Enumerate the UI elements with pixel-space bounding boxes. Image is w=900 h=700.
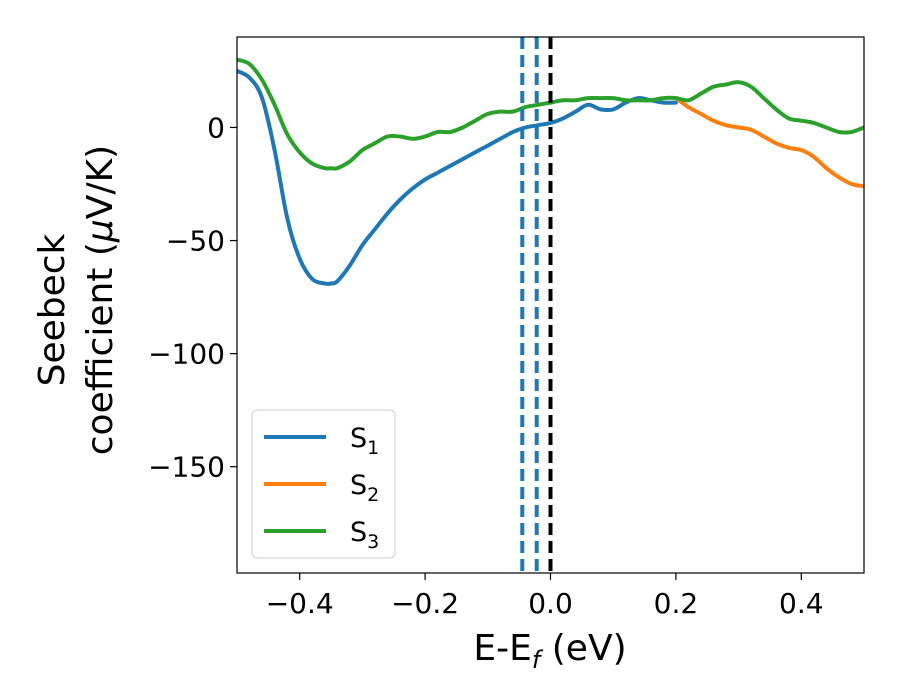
- series-layer: [237, 57, 864, 286]
- legend-item-s2: S2: [264, 470, 379, 506]
- y-tick-label: −100: [148, 338, 225, 371]
- series-line-s2: [673, 96, 864, 189]
- y-tick-label: −150: [148, 451, 225, 484]
- legend-item-s1: S1: [264, 423, 379, 459]
- x-tick-label: 0.4: [779, 587, 824, 620]
- y-tick-label: 0: [207, 111, 225, 144]
- y-axis-title-line1: Seebeck: [32, 233, 73, 386]
- x-tick-label: 0.2: [654, 587, 699, 620]
- legend-label: S2: [350, 470, 379, 506]
- y-axis-title-line2: coefficient (μV/K): [80, 145, 121, 455]
- x-axis-title: E-Ef (eV): [473, 628, 626, 674]
- legend: S1 S2 S3: [251, 409, 396, 559]
- y-axis: 0 −50 −100 −150: [148, 111, 237, 484]
- series-line-s1: [237, 68, 678, 286]
- x-axis: −0.4 −0.2 0.0 0.2 0.4: [266, 573, 824, 620]
- x-tick-label: −0.4: [266, 587, 334, 620]
- legend-item-s3: S3: [264, 517, 379, 553]
- series-line-s3: [237, 57, 864, 171]
- x-tick-label: 0.0: [528, 587, 573, 620]
- y-tick-label: −50: [166, 225, 225, 258]
- legend-label: S1: [350, 423, 379, 459]
- reference-lines: [520, 37, 553, 573]
- legend-label: S3: [350, 517, 379, 553]
- x-tick-label: −0.2: [391, 587, 459, 620]
